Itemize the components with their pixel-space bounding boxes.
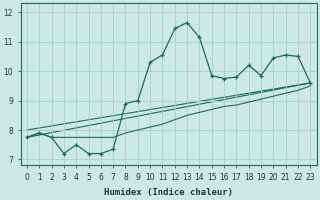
X-axis label: Humidex (Indice chaleur): Humidex (Indice chaleur) xyxy=(104,188,233,197)
